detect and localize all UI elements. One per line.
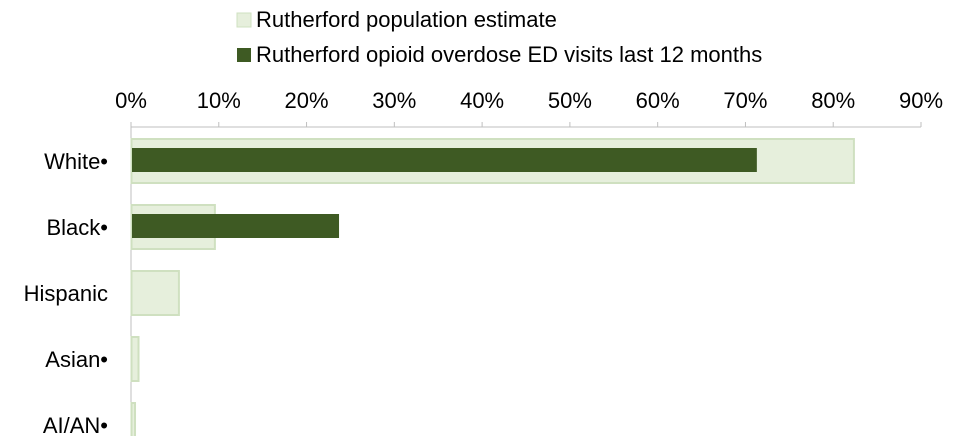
category-label: Asian• (45, 347, 108, 372)
x-tick-label: 90% (899, 88, 943, 113)
x-tick-label: 10% (197, 88, 241, 113)
legend-label-ed-visits: Rutherford opioid overdose ED visits las… (256, 42, 762, 67)
legend-swatch-ed-visits (237, 48, 251, 62)
bar-population-3 (130, 336, 140, 382)
x-axis: 0% 10% 20% 30% 40% 50% 60% 70% 80% 90% (115, 88, 943, 436)
x-tick-label: 80% (811, 88, 855, 113)
category-label: Black• (47, 215, 109, 240)
bar-ed-visits-0 (132, 148, 757, 172)
x-tick-label: 50% (548, 88, 592, 113)
x-tick-label: 60% (636, 88, 680, 113)
x-tick-label: 70% (723, 88, 767, 113)
x-tick-label: 20% (285, 88, 329, 113)
category-label: White• (44, 149, 108, 174)
bar-population-2 (130, 270, 180, 316)
legend-swatch-population (236, 12, 252, 28)
x-tick-label: 0% (115, 88, 147, 113)
legend-label-population: Rutherford population estimate (256, 7, 557, 32)
bar-population-4 (130, 402, 137, 436)
legend: Rutherford population estimate Rutherford… (236, 7, 762, 67)
category-label: AI/AN• (43, 413, 108, 436)
category-labels: White• Black• Hispanic Asian• AI/AN• (24, 149, 108, 436)
bar-ed-visits-1 (132, 214, 340, 238)
x-tick-label: 30% (372, 88, 416, 113)
category-label: Hispanic (24, 281, 108, 306)
x-tick-label: 40% (460, 88, 504, 113)
bars (130, 138, 855, 436)
